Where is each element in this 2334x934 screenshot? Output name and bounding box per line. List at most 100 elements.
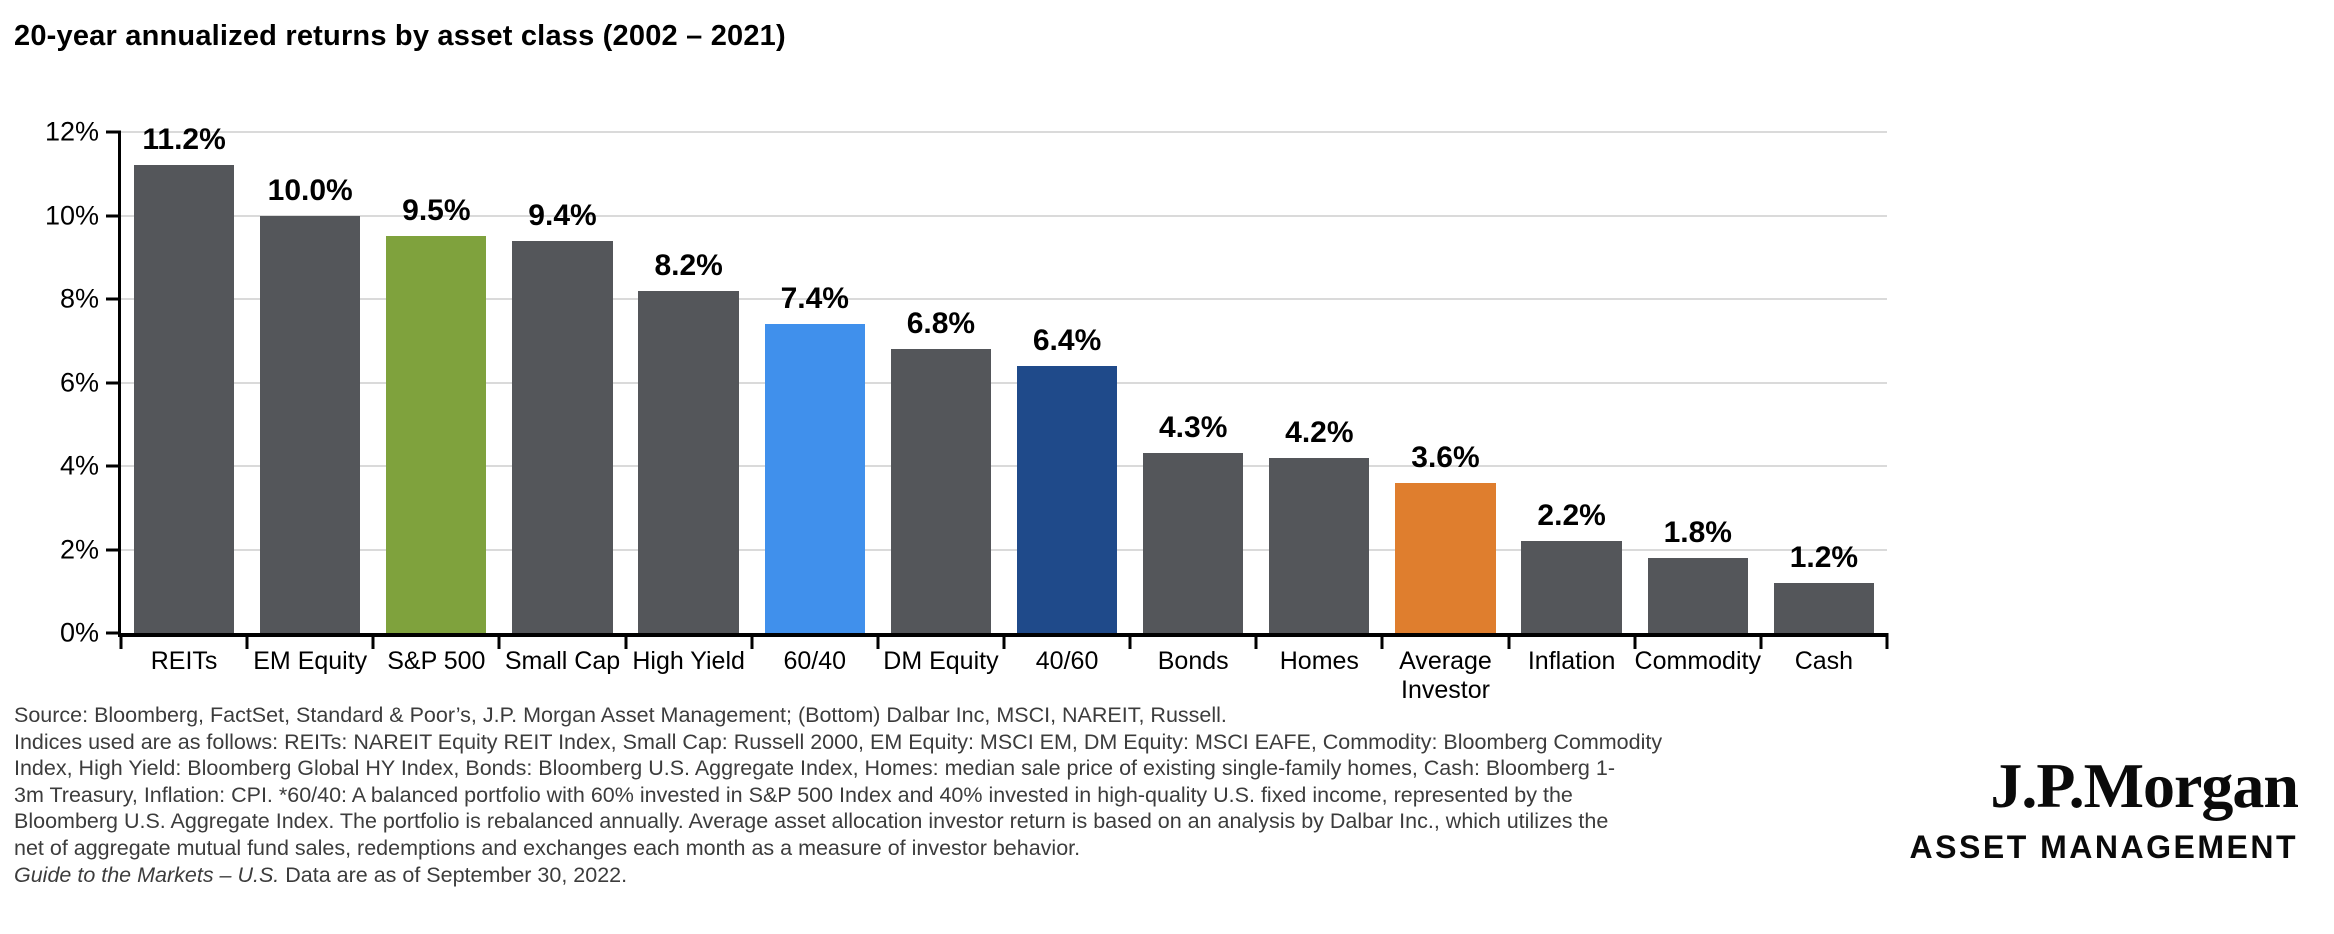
bar-homes [1269,457,1370,633]
bar-small-cap [512,240,613,633]
bar-value-label: 1.2% [1789,540,1859,574]
y-axis-tick [106,297,121,301]
x-axis-tick [119,633,123,649]
bar-40-60 [1016,365,1118,633]
bar-value-label: 3.6% [1411,440,1480,474]
gridline [121,298,1887,300]
footnote-line: Bloomberg U.S. Aggregate Index. The port… [14,809,1609,834]
bar-value-label: 10.0% [267,173,353,207]
bar-em-equity [260,215,361,633]
footnote-block: Source: Bloomberg, FactSet, Standard & P… [14,702,1662,888]
bar-average-investor [1395,482,1496,633]
bar-inflation [1521,541,1622,633]
x-axis-label: Small Cap [504,647,621,675]
source-line: Source: Bloomberg, FactSet, Standard & P… [14,703,1227,727]
y-axis-tick [106,631,121,635]
bar-column-cash: 1.2% Cash [1761,132,1887,675]
bar-column-homes: 4.2% Homes [1256,132,1382,675]
y-axis-label: 0% [59,617,99,648]
y-axis-label: 10% [44,200,99,230]
bar-column-em-equity: 10.0% EM Equity [247,132,373,676]
bar-value-label: 6.4% [1032,323,1102,357]
x-axis-tick [876,633,880,649]
bar-value-label: 4.3% [1159,411,1228,445]
x-axis-tick [750,633,754,649]
y-axis-label: 2% [59,534,99,564]
jpmorgan-logo: J.P.Morgan ASSET MANAGEMENT [1910,750,2299,866]
gridline [121,131,1887,133]
footnote-line: 3m Treasury, Inflation: CPI. *60/40: A b… [14,782,1573,807]
bar-commodity [1647,557,1748,633]
gridline [121,214,1887,217]
x-axis-label: 60/40 [783,647,847,675]
x-axis-label: REITs [150,647,218,675]
bar-value-label: 8.2% [654,248,723,282]
bar-value-label: 9.5% [402,194,471,228]
bar-s-p-500 [386,236,487,633]
x-axis-tick [1507,633,1511,649]
x-axis-tick [371,633,375,649]
bar-cash [1773,582,1875,633]
y-axis-tick [106,381,121,384]
x-axis-tick [1633,633,1637,649]
x-axis-label: DM Equity [883,647,999,675]
bar-column-average-investor: 3.6% Average Investor [1382,132,1508,704]
bar-high-yield [638,290,739,633]
bar-column-inflation: 2.2% Inflation [1509,132,1635,675]
x-axis-tick [245,633,249,649]
x-axis-label: EM Equity [253,647,368,675]
y-axis-label: 4% [59,450,99,481]
footnote-line: Indices used are as follows: REITs: NARE… [14,729,1663,754]
x-axis-tick [1885,633,1889,649]
bar-column-dm-equity: 6.8% DM Equity [878,132,1004,675]
bar-column-40-60: 6.4% 40/60 [1004,132,1130,675]
bar-reits [133,165,235,633]
bar-60-40 [764,324,865,633]
x-axis-tick [1254,633,1258,649]
bar-column-high-yield: 8.2% High Yield [626,132,752,675]
footnote-line: Index, High Yield: Bloomberg Global HY I… [14,756,1615,781]
y-axis-tick [106,130,121,134]
x-axis-tick [1002,633,1006,649]
plot-area: 12% 10% 8% 6% 4% 2% 0% 11.2% REITs 10.0% EM Equity… [45,117,1889,704]
bar-value-label: 2.2% [1537,499,1606,533]
jpmorgan-wordmark: J.P.Morgan [1990,750,2299,821]
bar-column-reits: 11.2% REITs [121,123,247,675]
x-axis-label: 40/60 [1035,647,1099,675]
gridline [121,548,1887,551]
bar-value-label: 4.2% [1285,415,1354,449]
x-axis-tick [1380,633,1384,649]
y-axis-tick [106,214,121,217]
bar-columns: 11.2% REITs 10.0% EM Equity 9.5% S&P 500 9.4% S… [121,123,1887,704]
x-axis-label: High Yield [632,647,745,675]
x-axis-tick [1128,633,1132,649]
x-axis-label: Homes [1279,647,1359,675]
y-axis-label: 12% [44,116,99,147]
as-of-date: Data are as of September 30, 2022. [279,862,628,887]
bar-dm-equity [890,349,992,633]
bar-column-60-40: 7.4% 60/40 [752,132,878,675]
x-axis-tick [497,633,501,649]
bar-value-label: 7.4% [780,282,849,316]
y-axis-tick [106,548,121,551]
bar-column-bonds: 4.3% Bonds [1130,132,1256,675]
y-axis-label: 6% [59,367,99,397]
x-axis-tick [624,633,628,649]
bar-value-label: 9.4% [528,198,597,232]
bar-column-small-cap: 9.4% Small Cap [499,132,625,675]
y-axis-label: 8% [59,283,99,314]
bar-value-label: 6.8% [906,307,976,341]
gridline [121,381,1887,384]
guide-to-markets-line: Guide to the Markets – U.S. Data are as … [14,862,1662,889]
x-axis-label: Inflation [1527,647,1616,675]
gridline [121,465,1887,467]
y-axis-tick [106,464,121,468]
bar-value-label: 11.2% [142,123,226,157]
x-axis-label: Cash [1794,647,1854,675]
x-axis-label: Average Investor [1399,647,1492,704]
bar-value-label: 1.8% [1663,515,1732,549]
chart-title: 20-year annualized returns by asset clas… [14,20,786,52]
bar-bonds [1143,453,1244,633]
x-axis-tick [1759,633,1763,649]
